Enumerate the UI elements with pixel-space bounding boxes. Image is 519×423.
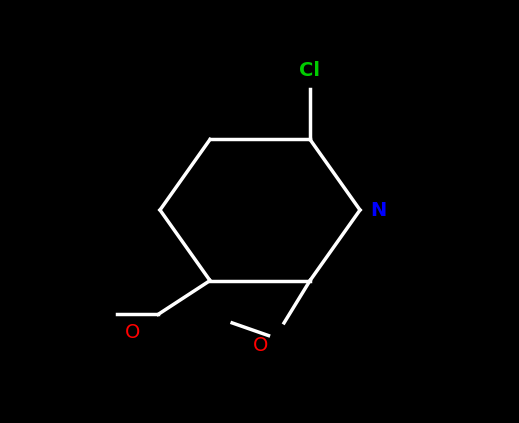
Text: O: O xyxy=(253,335,268,354)
Text: O: O xyxy=(125,323,140,342)
Text: N: N xyxy=(371,201,387,220)
Text: Cl: Cl xyxy=(299,61,321,80)
